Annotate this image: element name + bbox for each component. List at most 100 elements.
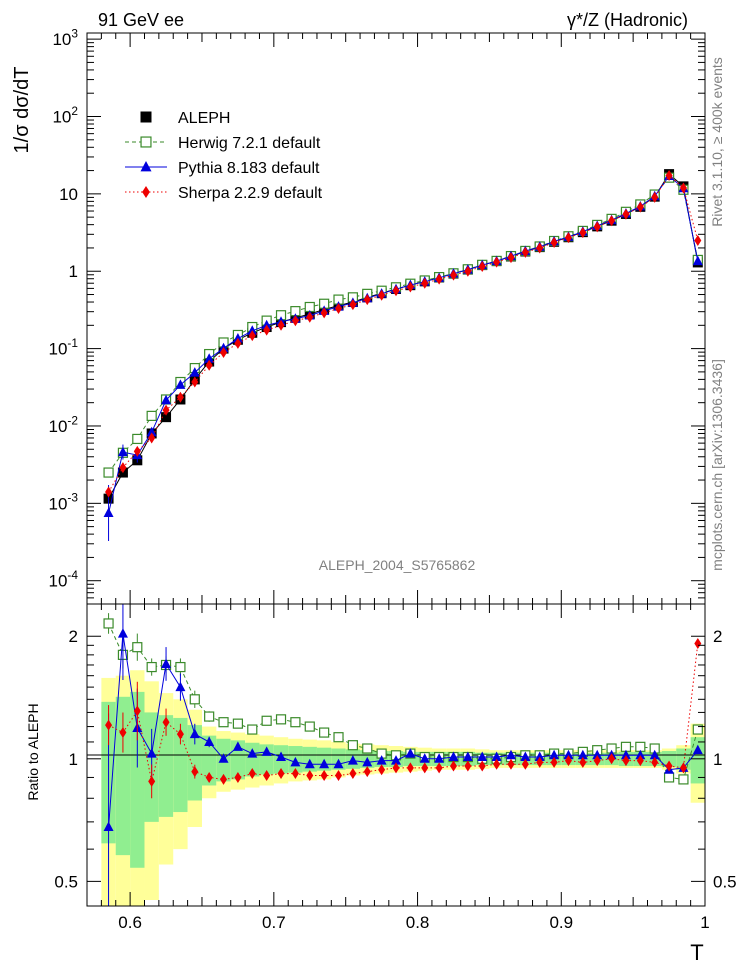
sherpa-point <box>493 256 501 268</box>
pythia-point <box>419 753 430 763</box>
sherpa-point <box>651 756 659 768</box>
sherpa-point <box>263 769 271 781</box>
ratio-y-tick-label-right: 0.5 <box>713 872 737 891</box>
herwig-point <box>678 774 689 785</box>
legend-marker-pythia <box>140 160 152 172</box>
pythia-point <box>333 758 344 769</box>
uncertainty-band-inner <box>245 742 260 777</box>
sherpa-point <box>679 762 687 774</box>
sherpa-point <box>392 285 400 297</box>
herwig-point <box>189 694 200 705</box>
pythia-point <box>103 507 114 518</box>
herwig-point <box>663 772 675 783</box>
sherpa-point <box>636 201 644 213</box>
sherpa-point <box>435 762 443 774</box>
main-y-tick-label: 10 <box>59 185 78 204</box>
pythia-point <box>505 749 516 760</box>
uncertainty-band-inner <box>115 696 131 856</box>
sherpa-point <box>363 294 371 306</box>
herwig-point <box>304 721 315 732</box>
sherpa-line <box>108 643 699 782</box>
sherpa-point <box>220 347 228 359</box>
sherpa-point <box>191 376 199 388</box>
herwig-point <box>347 740 358 751</box>
sherpa-point <box>435 273 443 285</box>
sherpa-point <box>536 242 544 254</box>
pythia-point <box>635 749 646 760</box>
sherpa-point <box>579 756 587 768</box>
sherpa-point <box>521 758 529 770</box>
pythia-point <box>692 744 703 755</box>
sherpa-point <box>291 315 299 327</box>
pythia-point <box>247 748 258 758</box>
pythia-point <box>563 749 574 760</box>
sherpa-point <box>536 756 544 768</box>
pythia-point <box>161 394 172 405</box>
sherpa-point <box>234 771 242 783</box>
pythia-point <box>290 756 301 767</box>
pythia-point <box>491 751 502 762</box>
main-panel: 10-4 10-3 10-2 10-1 1 10 102 103 1/σ dσ/dT ALEP… <box>11 26 706 605</box>
pythia-point <box>592 749 603 760</box>
herwig-point <box>247 724 258 735</box>
ratio-y-tick-label-right: 2 <box>713 627 722 646</box>
pythia-point <box>462 751 473 762</box>
ratio-y-tick-label-right: 1 <box>713 750 722 769</box>
legend-label-herwig: Herwig 7.2.1 default <box>178 135 321 152</box>
pythia-point <box>304 758 315 769</box>
x-axis-label: T <box>690 940 703 965</box>
sherpa-point <box>464 265 472 277</box>
sherpa-point <box>277 768 285 780</box>
pythia-point <box>649 749 660 760</box>
pythia-point <box>534 751 545 762</box>
sherpa-point <box>449 269 457 281</box>
pythia-point <box>362 756 373 767</box>
sherpa-point <box>205 359 213 371</box>
x-tick-label: 1 <box>700 913 709 932</box>
sherpa-point <box>478 760 486 772</box>
pythia-point <box>204 736 215 746</box>
sherpa-point <box>421 762 429 774</box>
sherpa-point <box>105 486 113 498</box>
herwig-point <box>103 618 114 629</box>
sherpa-point <box>162 716 170 728</box>
pythia-point <box>549 749 560 760</box>
sherpa-point <box>176 728 184 740</box>
sherpa-point <box>694 234 702 246</box>
sherpa-point <box>306 769 314 781</box>
pythia-point <box>146 748 157 758</box>
herwig-point <box>175 661 186 673</box>
sherpa-point <box>593 221 601 233</box>
legend-marker-sherpa <box>142 185 150 199</box>
pythia-point <box>577 749 588 760</box>
herwig-point <box>132 433 143 445</box>
sherpa-point <box>449 760 457 772</box>
uncertainty-band-inner <box>201 735 217 786</box>
uncertainty-band-inner <box>130 691 145 868</box>
main-x-ticks <box>86 33 706 604</box>
sherpa-point <box>291 768 299 780</box>
pythia-point <box>620 749 631 760</box>
herwig-point <box>692 724 703 735</box>
sherpa-point <box>665 169 673 181</box>
uncertainty-band-inner <box>187 725 202 801</box>
main-y-tick-label: 1 <box>69 262 78 281</box>
sherpa-point <box>550 237 558 249</box>
sherpa-point <box>636 755 644 767</box>
sherpa-point <box>679 182 687 194</box>
pythia-point <box>391 755 401 765</box>
herwig-point <box>146 410 157 421</box>
pythia-point <box>276 751 287 762</box>
sherpa-point <box>191 766 199 778</box>
sherpa-point <box>622 755 630 767</box>
mcplots-note: mcplots.cern.ch [arXiv:1306.3436] <box>709 359 725 571</box>
pythia-point <box>376 755 387 765</box>
pythia-point <box>117 628 128 638</box>
pythia-point <box>261 319 272 330</box>
sherpa-point <box>478 261 486 273</box>
pythia-point <box>319 758 330 769</box>
ratio-x-ticks: 0.6 0.7 0.8 0.9 1 <box>86 604 710 932</box>
main-y-tick-label: 10-3 <box>49 491 79 514</box>
sherpa-point <box>105 719 113 731</box>
aleph-point <box>161 412 172 423</box>
